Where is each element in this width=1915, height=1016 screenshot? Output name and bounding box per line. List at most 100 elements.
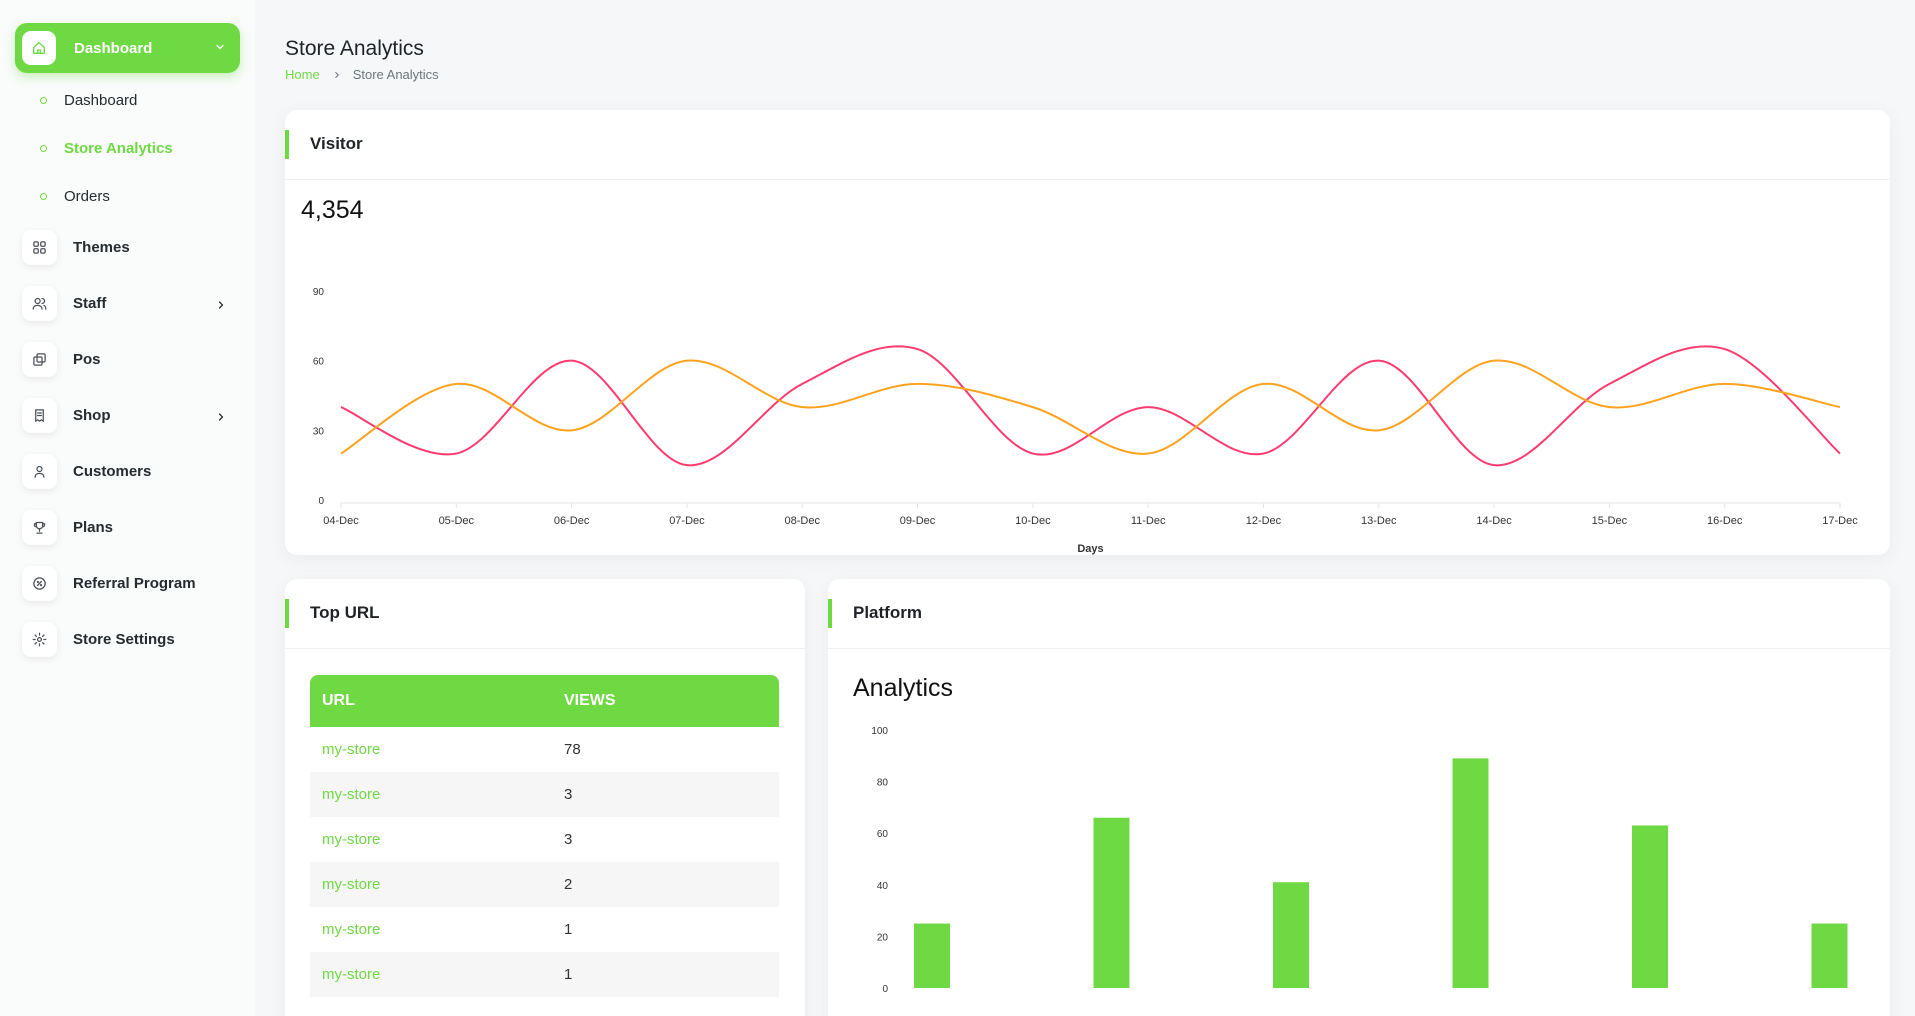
sidebar-item-label: Themes [73,239,130,256]
chevron-down-icon [214,40,226,58]
table-row: my-store 78 [310,727,779,772]
card-title: Platform [853,603,922,622]
sidebar-item-referral-program[interactable]: Referral Program [22,566,196,601]
bullet-icon [40,193,47,200]
x-tick-label: 10-Dec [1015,515,1051,527]
table-row: my-store 1 [310,952,779,997]
card-title: Visitor [310,134,363,153]
table-body: my-store 78 my-store 3 my-store 3 my-sto… [310,727,779,997]
chart-subtitle: Analytics [853,674,954,702]
bar [1632,825,1668,988]
sidebar-item-label: Shop [73,407,111,424]
chevron-right-icon [215,410,227,427]
x-tick-label: 16-Dec [1707,515,1743,527]
url-link[interactable]: my-store [322,876,381,893]
x-tick-label: 14-Dec [1476,515,1512,527]
y-tick-label: 100 [871,726,888,737]
sidebar-item-label: Customers [73,463,152,480]
y-tick-label: 90 [313,287,325,298]
chevron-right-icon [215,298,227,315]
column-header-url: URL [322,692,355,709]
sidebar-item-label: Pos [73,351,101,368]
y-tick-label: 80 [877,778,889,789]
card-title: Top URL [310,603,380,622]
grid-icon [22,230,57,265]
sidebar-item-label: Referral Program [73,575,196,592]
sidebar-subitem-label: Store Analytics [64,140,173,157]
table-header: URL VIEWS [310,675,779,727]
sidebar-item-label: Plans [73,519,114,536]
sidebar-item-dashboard[interactable]: Dashboard [15,23,240,73]
sidebar-subitem-store-analytics[interactable]: Store Analytics [40,140,173,157]
table-row: my-store 3 [310,772,779,817]
sidebar-item-plans[interactable]: Plans [22,510,113,545]
sidebar-item-themes[interactable]: Themes [22,230,130,265]
y-tick-label: 30 [313,426,325,437]
breadcrumb-current: Store Analytics [352,67,439,82]
accent-bar [285,130,289,159]
sidebar-subitem-label: Orders [64,188,110,205]
bar [1452,758,1489,988]
x-tick-label: 17-Dec [1822,515,1858,527]
home-icon [22,31,56,65]
y-tick-label: 0 [882,984,888,995]
x-tick-label: 09-Dec [900,515,936,527]
y-tick-label: 0 [318,496,324,507]
x-axis-title: Days [1077,543,1103,555]
bullet-icon [40,145,47,152]
views-value: 3 [564,786,573,803]
sidebar-item-pos[interactable]: Pos [22,342,101,377]
sidebar-item-label: Staff [73,295,107,312]
views-value: 3 [564,831,573,848]
y-tick-label: 60 [313,357,325,368]
x-tick-label: 13-Dec [1361,515,1397,527]
url-link[interactable]: my-store [322,741,381,758]
sidebar-item-staff[interactable]: Staff [22,286,224,321]
url-link[interactable]: my-store [322,921,381,938]
x-tick-label: 04-Dec [323,515,359,527]
sidebar-item-customers[interactable]: Customers [22,454,151,489]
bar [1273,882,1309,988]
sidebar-subitem-orders[interactable]: Orders [40,188,110,205]
users-icon [22,286,57,321]
gear-icon [22,622,57,657]
sidebar-item-store-settings[interactable]: Store Settings [22,622,175,657]
series-line-1 [340,345,1841,467]
x-tick-label: 05-Dec [439,515,475,527]
receipt-icon [22,398,57,433]
url-link[interactable]: my-store [322,786,381,803]
accent-bar [828,599,832,628]
sidebar-subitem-label: Dashboard [64,92,138,109]
x-tick-label: 07-Dec [669,515,705,527]
x-tick-label: 15-Dec [1592,515,1628,527]
card-header: Visitor [285,110,1890,180]
bullet-icon [40,97,47,104]
y-tick-label: 60 [877,829,889,840]
y-tick-label: 20 [877,932,889,943]
x-tick-label: 12-Dec [1246,515,1282,527]
sidebar-item-label: Dashboard [74,39,153,57]
chevron-right-icon [332,70,342,80]
x-tick-label: 08-Dec [784,515,820,527]
breadcrumb-home-link[interactable]: Home [285,67,320,82]
platform-card: Platform Analytics 0 20 40 60 80 100 [828,579,1890,1016]
x-tick-label: 11-Dec [1131,515,1166,527]
discount-icon [22,566,57,601]
views-value: 1 [564,921,573,938]
table-row: my-store 1 [310,907,779,952]
sidebar-subitem-dashboard[interactable]: Dashboard [40,92,137,109]
card-header: Top URL [285,579,805,649]
url-link[interactable]: my-store [322,831,381,848]
bar [914,923,950,988]
sidebar-item-shop[interactable]: Shop [22,398,224,433]
bar [1093,817,1130,988]
page-title: Store Analytics [285,37,424,60]
url-link[interactable]: my-store [322,966,381,983]
user-icon [22,454,57,489]
y-tick-label: 40 [877,881,889,892]
views-value: 2 [564,876,573,893]
breadcrumb: Home Store Analytics [285,67,439,82]
table-row: my-store 2 [310,862,779,907]
visitor-line-chart: 0 30 60 90 04-Dec 05-Dec 06-Dec 07-Dec 08-Dec 09-… [313,287,1858,555]
platform-bar-chart: 0 20 40 60 80 100 [871,726,1848,995]
